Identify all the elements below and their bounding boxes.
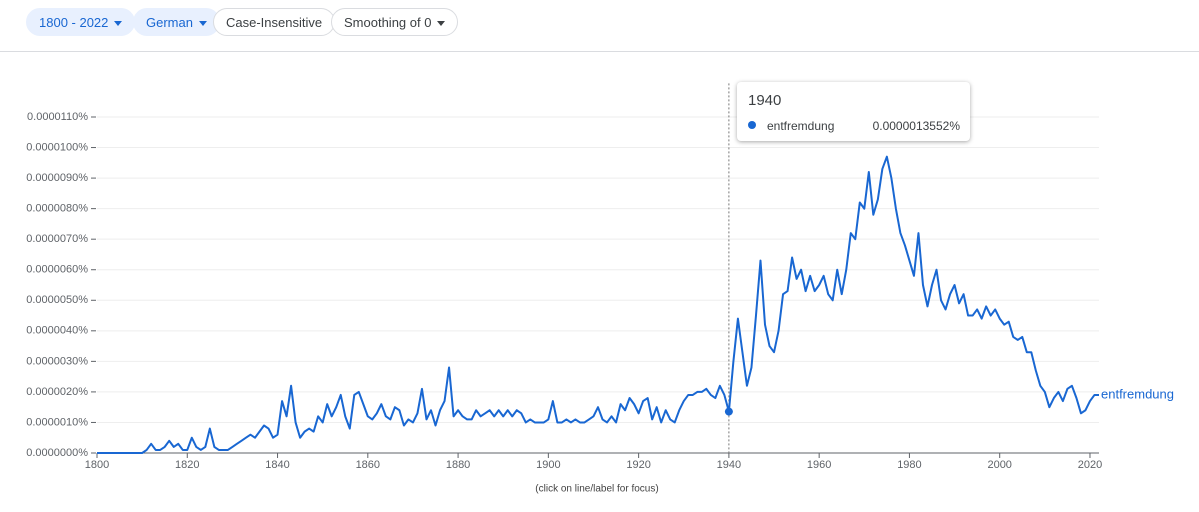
x-tick-label: 1820 <box>175 459 199 471</box>
toolbar: 1800 - 2022 German Case-Insensitive Smoo… <box>0 0 1199 52</box>
series-line <box>97 155 1099 454</box>
series-label: entfremdung <box>1101 386 1174 401</box>
x-tick-label: 1960 <box>807 459 831 471</box>
caret <box>437 21 446 27</box>
x-tick-label: 1800 <box>85 459 109 471</box>
tooltip-series: entfremdung <box>767 119 835 133</box>
x-tick-label: 1940 <box>717 459 741 471</box>
x-tick-label: 1880 <box>446 459 470 471</box>
x-tick-label: 2000 <box>987 459 1011 471</box>
x-tick-label: 1920 <box>626 459 650 471</box>
tooltip-swatch <box>748 121 756 129</box>
caret <box>198 21 207 27</box>
year-range: 1800 - 2022 <box>39 15 109 30</box>
corpus: German <box>146 15 193 30</box>
x-tick-label: 1980 <box>897 459 921 471</box>
smoothing-chip[interactable]: Smoothing of 0 <box>331 8 459 36</box>
y-tick-label: 0.0000070% <box>26 233 88 245</box>
x-tick-label: 1840 <box>265 459 289 471</box>
y-tick-label: 0.0000090% <box>26 172 88 184</box>
y-tick-label: 0.0000100% <box>26 141 88 153</box>
x-tick-label: 2020 <box>1078 459 1102 471</box>
y-tick-label: 0.0000060% <box>26 264 88 276</box>
smoothing: Smoothing of 0 <box>344 15 432 30</box>
note: (click on line/label for focus) <box>535 484 658 495</box>
y-tick-label: 0.0000080% <box>26 203 88 215</box>
y-tick-label: 0.0000030% <box>26 355 88 367</box>
y-tick-label: 0.0000020% <box>26 386 88 398</box>
x-tick-label: 1860 <box>356 459 380 471</box>
tooltip-value: 0.0000013552% <box>872 119 960 133</box>
tooltip-year: 1940 <box>748 92 782 109</box>
tooltip: 1940 entfremdung 0.0000013552% <box>737 82 970 141</box>
year-range-chip[interactable]: 1800 - 2022 <box>26 8 136 36</box>
focus-point <box>724 407 733 416</box>
x-tick-label: 1900 <box>536 459 560 471</box>
y-tick-label: 0.0000040% <box>26 325 88 337</box>
y-tick-label: 0.0000110% <box>27 111 88 123</box>
y-tick-label: 0.0000050% <box>26 294 88 306</box>
y-tick-label: 0.0000010% <box>26 416 88 428</box>
case-chip[interactable]: Case-Insensitive <box>213 8 336 36</box>
case: Case-Insensitive <box>226 15 323 30</box>
y-tick-label: 0.0000000% <box>26 447 88 459</box>
caret <box>114 21 123 27</box>
